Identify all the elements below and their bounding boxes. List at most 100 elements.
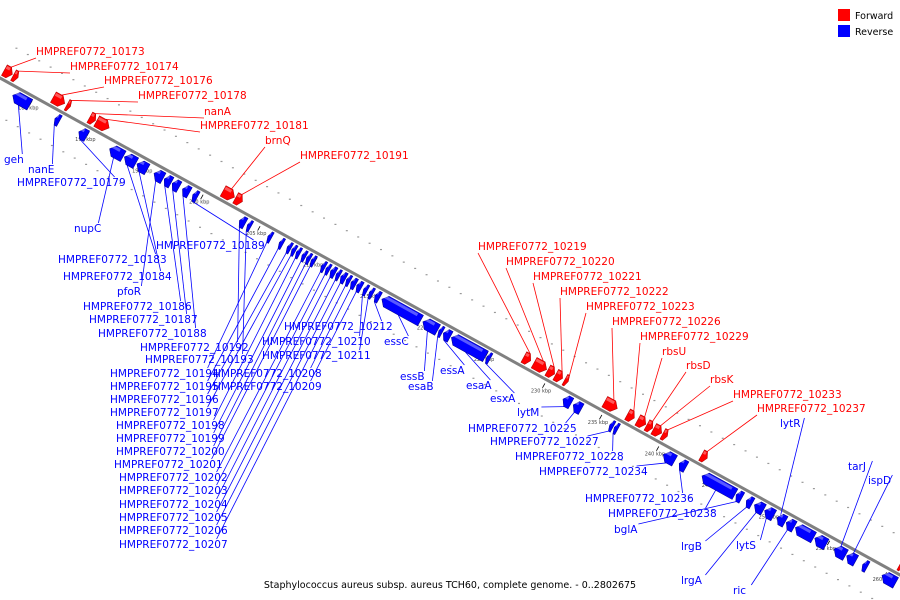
reverse-gene-label: lytM <box>517 407 539 419</box>
reverse-gene-arrow <box>266 231 275 244</box>
guide-dot <box>436 280 439 282</box>
guide-dot <box>176 214 179 216</box>
reverse-gene-label: HMPREF0772_10207 <box>119 539 228 551</box>
reverse-gene-arrow <box>300 250 309 263</box>
guide-dot <box>596 368 599 370</box>
guide-dot <box>825 572 828 574</box>
reverse-gene-arrow <box>678 459 690 473</box>
guide-dot <box>711 509 714 511</box>
forward-gene-label: brnQ <box>265 135 291 147</box>
reverse-gene-arrow <box>612 422 621 435</box>
reverse-leader-line <box>191 200 254 241</box>
guide-dot <box>73 157 76 159</box>
forward-gene-arrow <box>643 419 654 433</box>
reverse-gene-arrow <box>305 252 314 266</box>
guide-dot <box>438 358 441 361</box>
guide-dot <box>164 207 167 210</box>
guide-dot <box>266 186 269 188</box>
guide-dot <box>209 154 212 156</box>
guide-dot <box>687 418 690 421</box>
reverse-leader-line <box>636 462 667 467</box>
guide-dot <box>334 223 337 225</box>
guide-dot <box>369 321 372 323</box>
gene-arrows <box>1 64 900 589</box>
reverse-gene-label: HMPREF0772_10196 <box>110 394 219 406</box>
guide-dot <box>254 179 257 181</box>
reverse-leader-line <box>424 331 428 372</box>
forward-gene-arrow <box>544 364 555 378</box>
reverse-gene-arrow <box>814 534 830 551</box>
guide-dot <box>700 503 703 505</box>
guide-dot <box>277 192 280 194</box>
reverse-gene-arrow <box>78 127 91 142</box>
guide-dot <box>243 173 246 175</box>
guide-dot <box>39 138 42 140</box>
reverse-gene-arrow <box>191 190 201 203</box>
guide-dot <box>129 110 132 112</box>
reverse-leader-line <box>310 291 357 382</box>
forward-leader-line <box>611 327 615 400</box>
guide-dot <box>550 343 553 345</box>
forward-gene-arrow <box>1 64 13 79</box>
reverse-leader-line <box>237 227 240 343</box>
guide-dot <box>83 85 86 87</box>
guide-dot <box>96 170 99 172</box>
forward-leader-line <box>559 297 563 372</box>
reverse-leader-line <box>679 470 683 494</box>
guide-dot <box>710 431 713 433</box>
reverse-gene-arrow <box>136 159 151 176</box>
reverse-gene-label: HMPREF0772_10209 <box>213 381 322 393</box>
guide-dot <box>106 97 109 100</box>
guide-dot <box>210 232 213 235</box>
guide-dot <box>290 277 293 279</box>
reverse-leader-line <box>207 252 287 395</box>
guide-dot <box>801 481 804 483</box>
forward-gene-label: HMPREF0772_10191 <box>300 150 409 162</box>
reverse-gene-arrow <box>245 220 255 233</box>
forward-gene-label: HMPREF0772_10178 <box>138 90 247 102</box>
reverse-leader-line <box>465 351 491 381</box>
guide-dot <box>61 72 64 75</box>
reverse-gene-label: HMPREF0772_10193 <box>145 354 254 366</box>
guide-dot <box>698 425 701 427</box>
guide-dot <box>802 560 805 562</box>
forward-gene-arrow <box>659 428 669 441</box>
tick-mark <box>826 540 831 546</box>
guide-dot <box>391 255 394 257</box>
guide-dot <box>85 163 88 165</box>
guide-dot <box>347 308 350 310</box>
reverse-gene-label: HMPREF0772_10225 <box>468 423 577 435</box>
forward-gene-arrow <box>520 351 531 365</box>
reverse-gene-label: HMPREF0772_10198 <box>116 420 225 432</box>
guide-dot <box>755 456 758 458</box>
guide-dot <box>402 261 405 263</box>
reverse-leader-line <box>207 255 292 408</box>
guide-dot <box>312 289 315 291</box>
reverse-gene-arrow <box>451 333 489 362</box>
forward-leader-line <box>660 385 711 426</box>
reverse-leader-line <box>705 490 716 509</box>
reverse-gene-label: lytS <box>736 540 756 552</box>
guide-dot <box>187 220 190 222</box>
tick-label: 240 kbp <box>645 451 665 457</box>
guide-dot <box>539 337 542 339</box>
reverse-gene-arrow <box>349 277 359 291</box>
reverse-gene-label: HMPREF0772_10179 <box>17 177 126 189</box>
reverse-gene-arrow <box>795 523 817 544</box>
guide-dot <box>677 490 680 493</box>
reverse-gene-label: lytR <box>780 418 801 430</box>
reverse-gene-label: HMPREF0772_10192 <box>140 342 249 354</box>
guide-dot <box>734 522 737 524</box>
guide-dot <box>16 126 19 128</box>
forward-gene-arrow <box>624 408 635 422</box>
reverse-leader-line <box>216 285 346 540</box>
forward-gene-label: HMPREF0772_10223 <box>586 301 695 313</box>
reverse-leader-line <box>359 295 363 337</box>
reverse-gene-label: HMPREF0772_10205 <box>119 512 228 524</box>
reverse-gene-label: ispD <box>868 475 891 487</box>
forward-gene-arrow <box>552 369 563 383</box>
guide-dot <box>267 264 270 266</box>
guide-dot <box>745 528 748 530</box>
forward-gene-arrow <box>63 99 73 112</box>
reverse-gene-label: HMPREF0772_10206 <box>119 525 228 537</box>
